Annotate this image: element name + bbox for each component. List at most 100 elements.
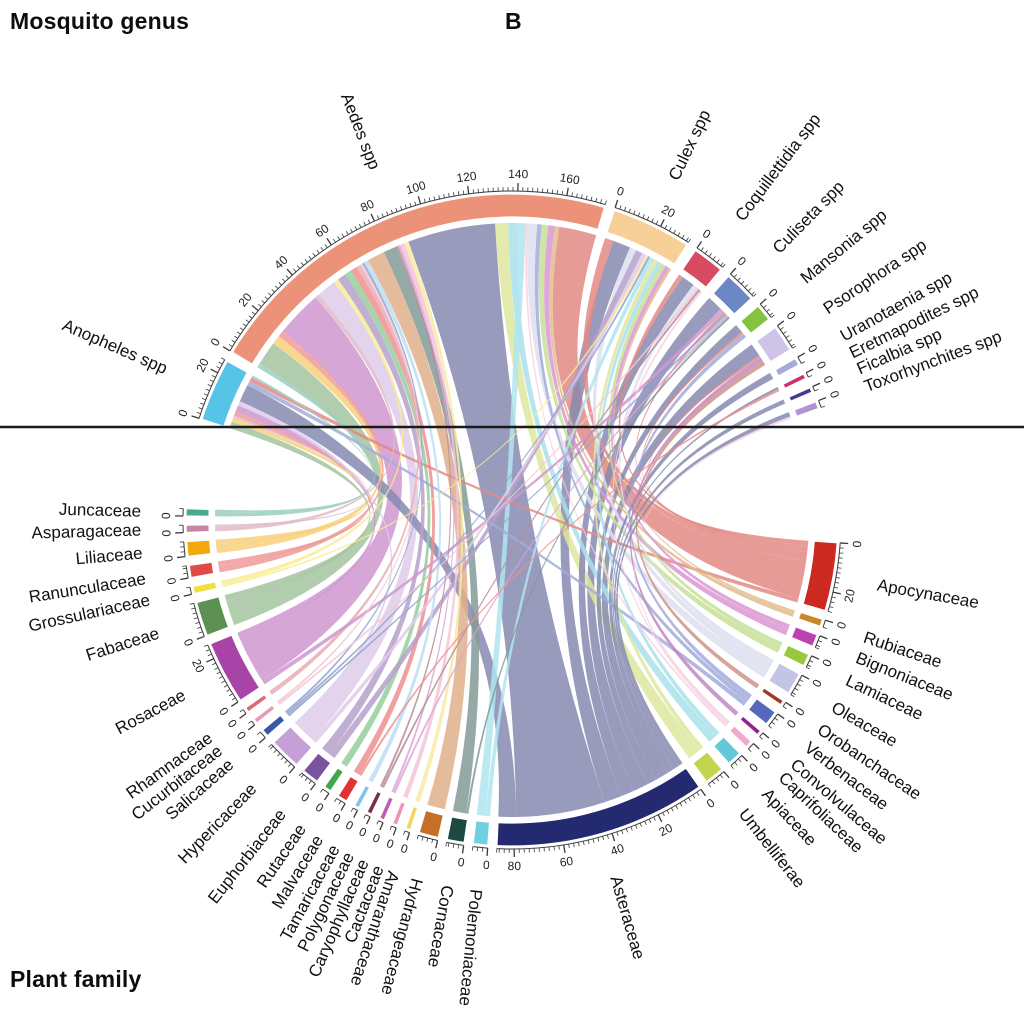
axis-Rhamnaceae [242, 709, 247, 714]
tick [771, 721, 776, 725]
arc-Culiseta spp [712, 275, 752, 315]
ribbon-Hypericaceae-to-Aedes spp [297, 281, 419, 740]
arcs-layer [185, 193, 838, 847]
tick [794, 687, 799, 691]
tick [207, 653, 212, 657]
axis-Uranotaenia spp [797, 356, 802, 364]
tick [799, 679, 804, 682]
tick [177, 556, 186, 559]
tick [198, 407, 203, 410]
tick [462, 190, 465, 195]
tick [214, 667, 219, 670]
tick [747, 287, 752, 292]
tick [715, 777, 720, 782]
tick [639, 822, 643, 827]
tick [628, 208, 631, 213]
tick [210, 368, 219, 374]
tick [304, 258, 308, 263]
tick [817, 640, 822, 643]
arc-Bignoniaceae [790, 625, 818, 648]
tick-label: 120 [456, 169, 478, 186]
axis-Polygonaceae [365, 814, 371, 818]
tick-label: 60 [559, 854, 575, 870]
axis-Rubiaceae [822, 620, 826, 628]
tick [675, 805, 679, 810]
tick [815, 647, 820, 650]
tick [207, 384, 212, 387]
tick [216, 366, 221, 369]
axis-Culex spp [614, 207, 689, 243]
tick [642, 214, 645, 219]
family-label-Rosaceae: Rosaceae [112, 686, 189, 739]
tick [801, 361, 806, 364]
tick [416, 835, 419, 840]
arc-Apiaceae [712, 735, 741, 765]
tick [568, 844, 570, 849]
tick-label: 0 [834, 620, 849, 631]
axis-Toxorhynchites spp [818, 400, 822, 408]
tick [271, 289, 275, 293]
tick [206, 658, 214, 663]
tick [637, 212, 641, 217]
tick [366, 816, 371, 825]
tick [245, 319, 250, 323]
tick [448, 193, 450, 198]
tick [258, 303, 262, 308]
tick-label: 0 [805, 342, 821, 355]
tick [719, 774, 723, 779]
arc-Uranotaenia spp [774, 357, 800, 377]
tick [239, 327, 244, 331]
tick [183, 572, 188, 575]
axis-Liliaceae [183, 541, 186, 557]
tick [806, 666, 811, 670]
arc-Mansonia spp [739, 305, 770, 335]
tick [733, 274, 738, 278]
tick [780, 326, 784, 330]
tick [790, 694, 795, 698]
arc-Psorophora spp [755, 326, 791, 363]
tick [324, 244, 328, 248]
tick [228, 344, 233, 347]
tick [209, 379, 214, 383]
tick [264, 296, 269, 300]
tick [582, 841, 585, 846]
tick [486, 848, 489, 857]
tick [624, 206, 627, 211]
tick [300, 262, 304, 266]
tick [196, 635, 205, 640]
tick [662, 812, 665, 817]
tick [467, 185, 470, 194]
tick [741, 754, 748, 762]
ribbon-Polemoniaceae-to-Aedes spp [476, 223, 527, 816]
tick [791, 692, 796, 695]
tick [457, 844, 460, 849]
tick [651, 218, 654, 223]
tick [310, 783, 316, 791]
tick-label: 140 [508, 167, 529, 181]
tick [381, 213, 384, 218]
arc-Hydrangeaceae [418, 809, 445, 839]
tick [681, 234, 685, 239]
arc-Euphorbiaceae [302, 752, 332, 783]
tick [809, 660, 814, 663]
tick-label: 40 [609, 841, 626, 858]
tick [561, 190, 564, 195]
tick-label: 0 [784, 309, 799, 323]
tick [231, 339, 236, 343]
tick [751, 291, 755, 295]
tick-label: 0 [429, 849, 439, 864]
tick [226, 689, 231, 692]
axis-Apocynaceae [827, 542, 841, 612]
tick [729, 267, 737, 275]
tick [664, 225, 668, 229]
tick [644, 820, 647, 825]
tick [723, 771, 730, 779]
tick [633, 210, 636, 215]
tick [395, 207, 398, 212]
tick [808, 374, 813, 378]
tick-label: 20 [236, 290, 256, 309]
